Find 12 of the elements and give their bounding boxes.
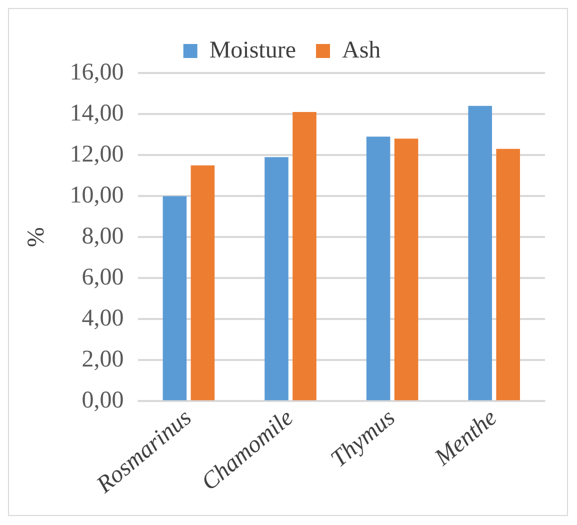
y-tick-label: 10,00: [70, 182, 124, 208]
legend-label: Ash: [342, 37, 381, 64]
y-tick-label: 2,00: [82, 346, 124, 372]
y-tick-label: 12,00: [70, 141, 124, 168]
y-axis-title: %: [24, 227, 50, 248]
y-tick-label: 8,00: [82, 223, 124, 250]
y-tick-label: 14,00: [70, 100, 124, 126]
y-tick-label: 4,00: [82, 305, 124, 332]
y-tick-label: 0,00: [82, 388, 124, 414]
y-tick-label: 16,00: [70, 59, 124, 86]
legend-label: Moisture: [209, 37, 296, 64]
y-tick-label: 6,00: [82, 264, 124, 290]
